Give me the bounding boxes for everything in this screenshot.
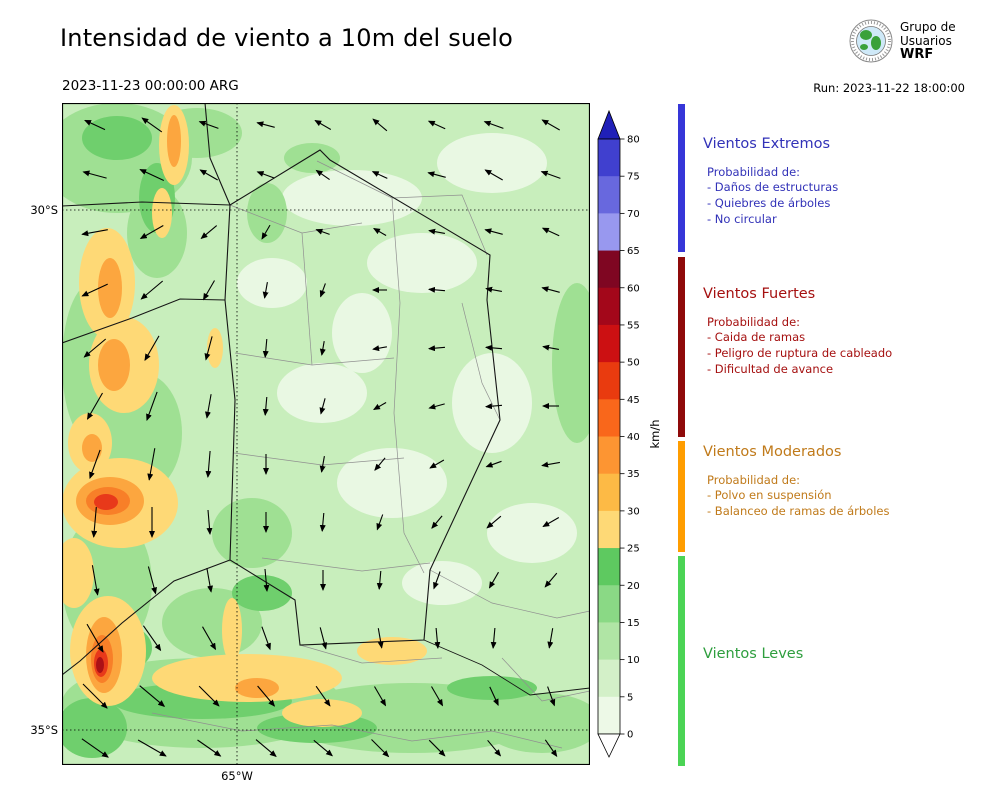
svg-text:80: 80 (627, 135, 640, 146)
lat-tick-35s: 35°S (30, 723, 58, 737)
legend-section-moderados: Vientos Moderados Probabilidad de: - Pol… (703, 444, 983, 519)
legend-item: - Polvo en suspensión (707, 488, 832, 502)
logo-text: Grupo de Usuarios WRF (900, 20, 956, 62)
wrf-logo: Grupo de Usuarios WRF (848, 14, 998, 68)
legend-item: - Balanceo de ramas de árboles (707, 504, 890, 518)
legend-title-moderados: Vientos Moderados (703, 444, 842, 460)
svg-text:45: 45 (627, 395, 640, 406)
logo-line-1: Grupo de (900, 20, 956, 34)
svg-text:5: 5 (627, 692, 633, 703)
svg-text:50: 50 (627, 358, 640, 369)
svg-text:10: 10 (627, 655, 640, 666)
svg-text:0: 0 (627, 730, 633, 741)
legend-item: - Quiebres de árboles (707, 196, 831, 210)
wind-arrows-layer (81, 117, 561, 758)
legend-prob-extremos: Probabilidad de: (707, 165, 801, 179)
svg-text:70: 70 (627, 209, 640, 220)
legend-item: - Peligro de ruptura de cableado (707, 346, 893, 360)
legend-prob-moderados: Probabilidad de: (707, 473, 801, 487)
legend-title-extremos: Vientos Extremos (703, 136, 831, 152)
legend-bar-moderados (678, 441, 685, 552)
svg-text:40: 40 (627, 432, 640, 443)
province-boundaries (62, 103, 590, 696)
contour-field (62, 103, 590, 765)
legend-item: - Dificultad de avance (707, 362, 834, 376)
legend-section-fuertes: Vientos Fuertes Probabilidad de: - Caida… (703, 286, 983, 377)
legend-item: - Caida de ramas (707, 330, 806, 344)
legend-bar-leves (678, 556, 685, 766)
svg-text:20: 20 (627, 581, 640, 592)
lon-tick-65w: 65°W (221, 769, 253, 783)
colorbar-unit-label: km/h (648, 419, 662, 449)
legend-item: - Daños de estructuras (707, 180, 839, 194)
legend-prob-fuertes: Probabilidad de: (707, 315, 801, 329)
wind-intensity-map (62, 103, 590, 765)
valid-datetime: 2023-11-23 00:00:00 ARG (62, 78, 239, 94)
legend-item: - No circular (707, 212, 777, 226)
svg-text:75: 75 (627, 172, 640, 183)
svg-text:15: 15 (627, 618, 640, 629)
department-boundaries (151, 160, 590, 749)
legend-section-leves: Vientos Leves (703, 646, 983, 662)
legend-section-extremos: Vientos Extremos Probabilidad de: - Daño… (703, 136, 983, 227)
map-border (62, 103, 590, 765)
graticule-lines (62, 103, 590, 765)
svg-text:65: 65 (627, 246, 640, 257)
lat-tick-30s: 30°S (30, 203, 58, 217)
globe-icon (849, 19, 893, 63)
page-title: Intensidad de viento a 10m del suelo (60, 24, 514, 52)
svg-text:30: 30 (627, 506, 640, 517)
logo-line-2: Usuarios (900, 34, 952, 48)
svg-text:60: 60 (627, 283, 640, 294)
logo-line-3: WRF (900, 47, 934, 62)
legend-title-leves: Vientos Leves (703, 646, 804, 662)
legend-bar-extremos (678, 104, 685, 252)
legend-bar-fuertes (678, 257, 685, 437)
svg-text:55: 55 (627, 320, 640, 331)
svg-text:25: 25 (627, 544, 640, 555)
svg-text:35: 35 (627, 469, 640, 480)
model-run-label: Run: 2023-11-22 18:00:00 (813, 81, 965, 95)
legend-title-fuertes: Vientos Fuertes (703, 286, 816, 302)
